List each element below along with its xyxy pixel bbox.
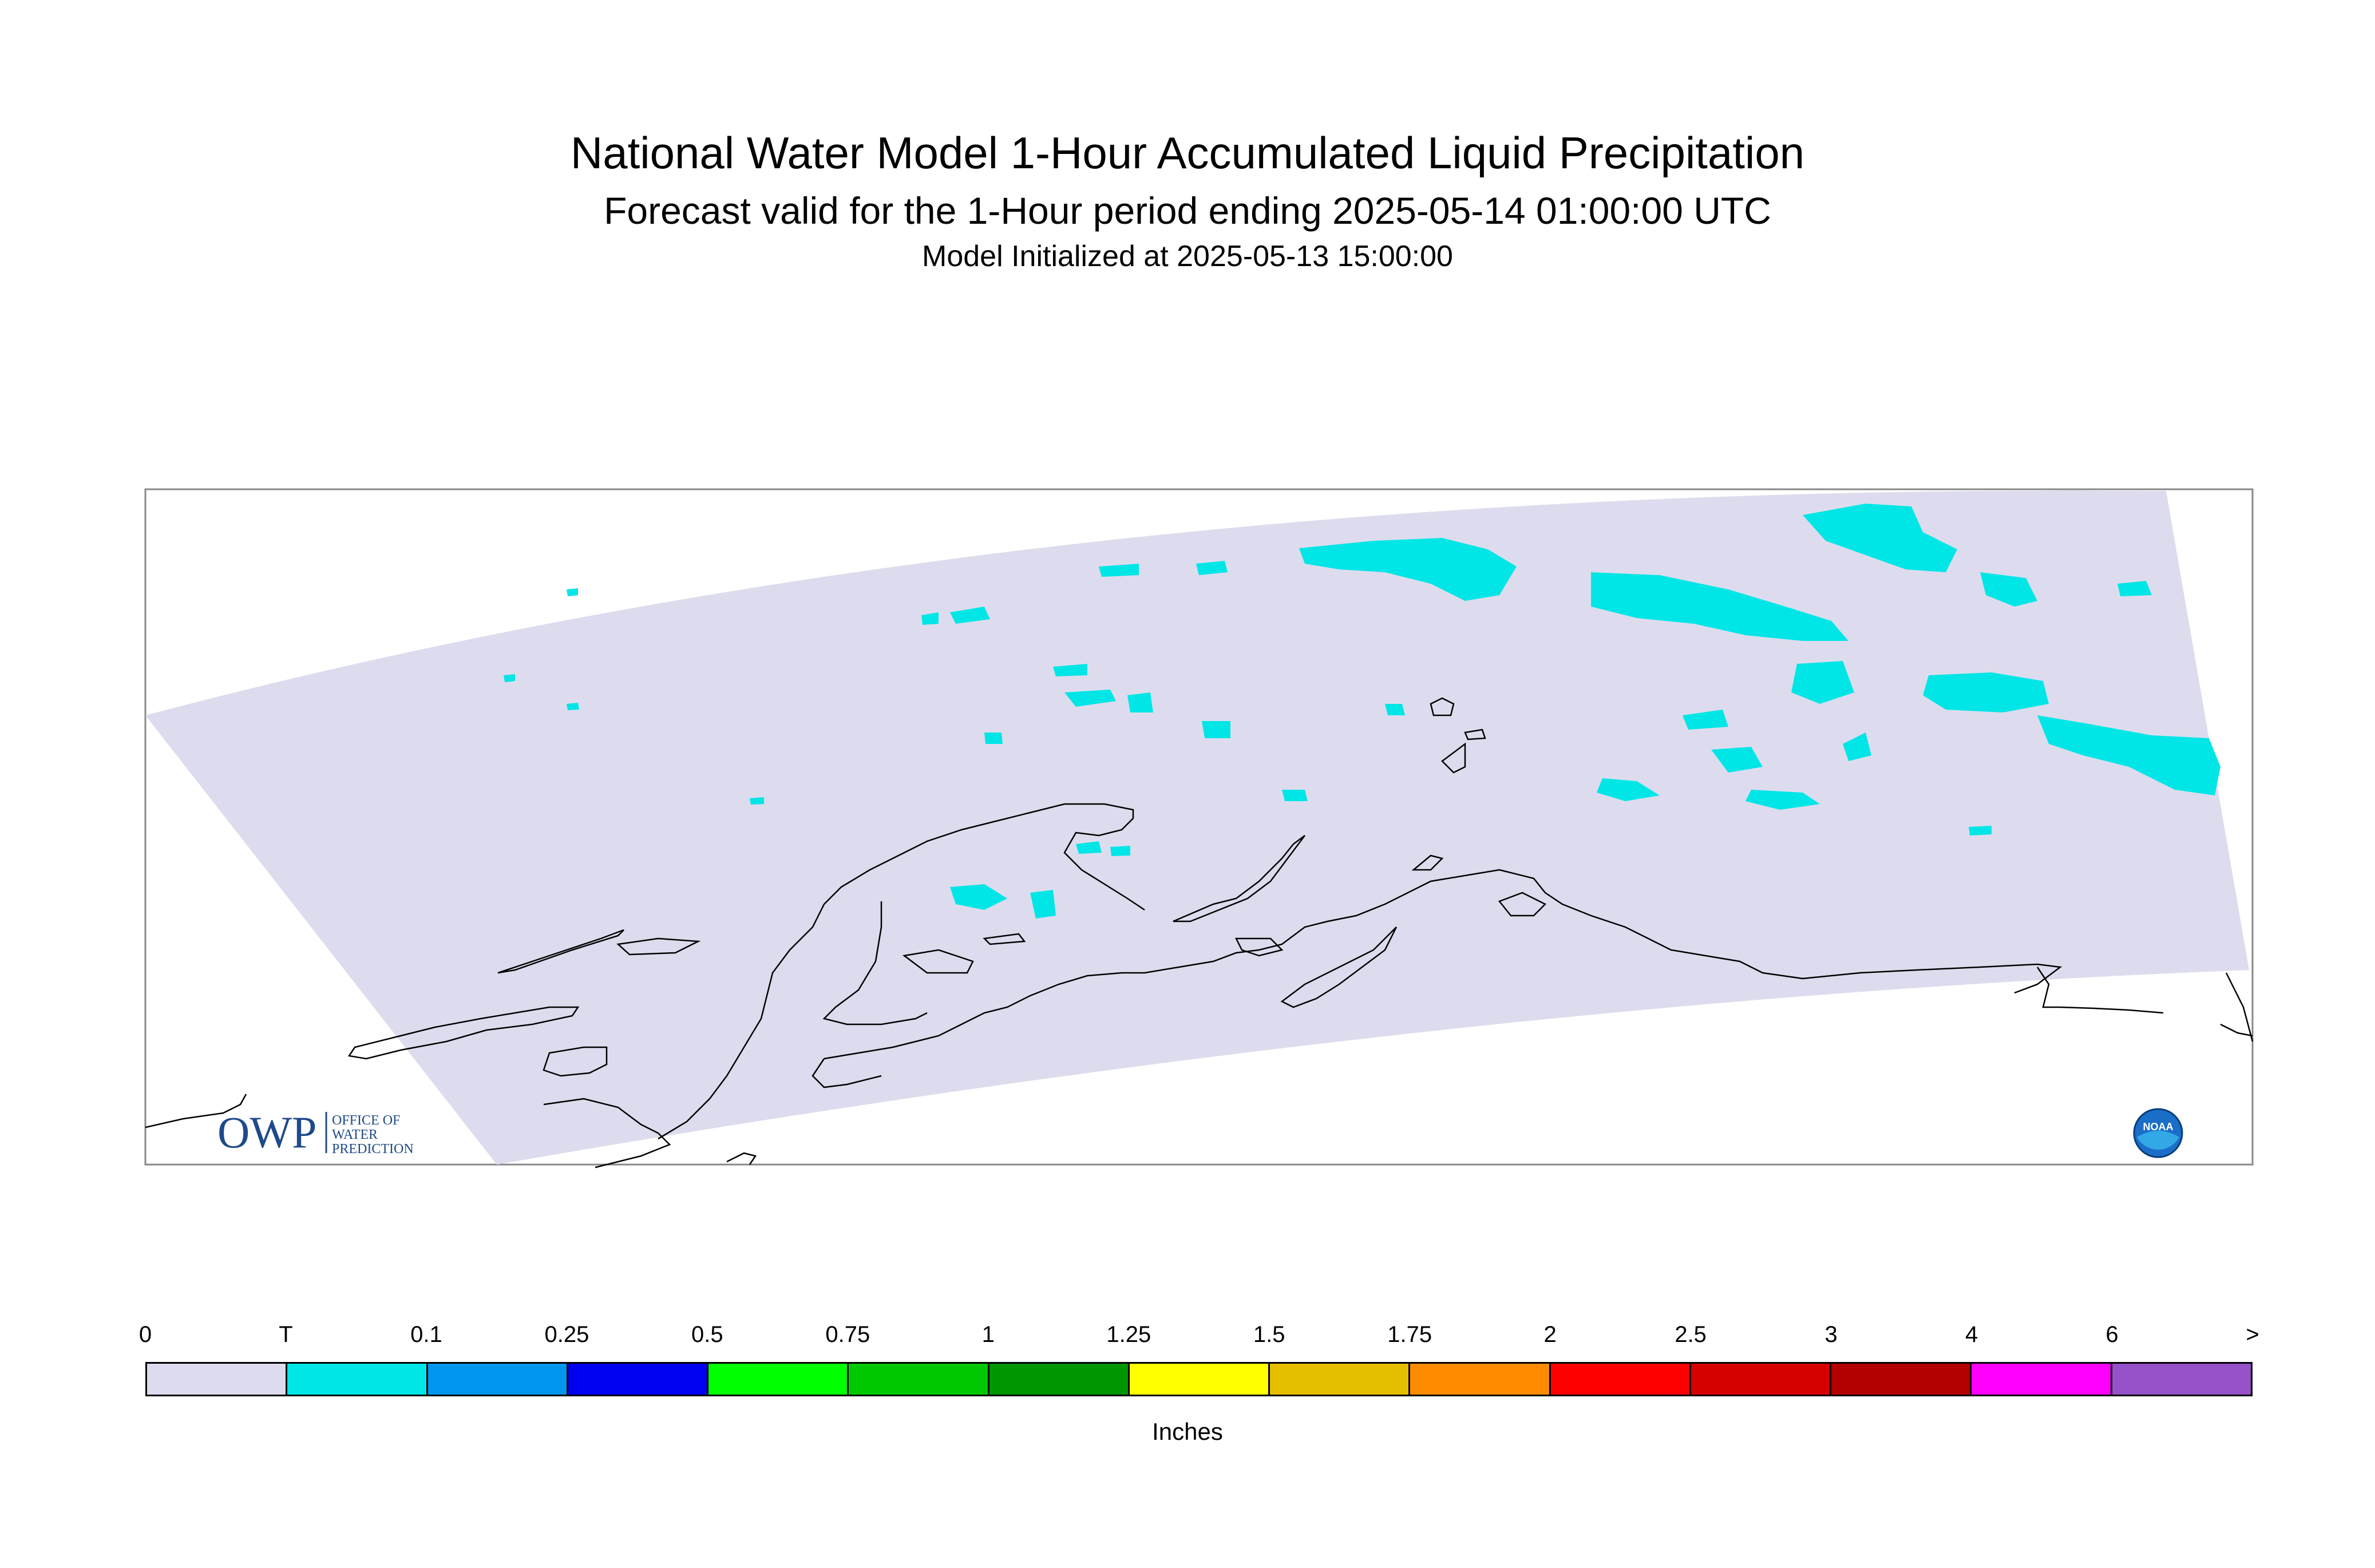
model-domain xyxy=(145,490,2249,1165)
colorbar-label: 1.25 xyxy=(1106,1322,1151,1347)
colorbar-segment xyxy=(849,1364,989,1395)
colorbar-segment xyxy=(2112,1364,2251,1395)
colorbar-segment xyxy=(1410,1364,1551,1395)
colorbar-segment xyxy=(1691,1364,1832,1395)
noaa-logo: NOAA xyxy=(2133,1108,2183,1158)
owp-logo-line3: PREDICTION xyxy=(332,1142,414,1157)
colorbar-label: > xyxy=(2246,1322,2259,1347)
colorbar-segment xyxy=(708,1364,849,1395)
map-title: National Water Model 1-Hour Accumulated … xyxy=(570,128,1805,178)
model-init-text: Model Initialized at 2025-05-13 15:00:00 xyxy=(922,240,1453,273)
colorbar-label: 1.5 xyxy=(1253,1322,1285,1347)
colorbar-segment xyxy=(147,1364,288,1395)
colorbar xyxy=(145,1362,2253,1396)
colorbar-label: 1.75 xyxy=(1387,1322,1432,1347)
colorbar-label: 3 xyxy=(1824,1322,1838,1347)
colorbar-label: T xyxy=(279,1322,293,1347)
owp-logo-main: OWP xyxy=(217,1107,316,1157)
colorbar-segment xyxy=(989,1364,1130,1395)
map-subtitle: Forecast valid for the 1-Hour period end… xyxy=(604,189,1771,232)
coastlines xyxy=(145,697,2254,1169)
noaa-logo-text: NOAA xyxy=(2143,1121,2174,1133)
owp-logo: OWP OFFICE OF WATER PREDICTION xyxy=(217,1107,414,1157)
precip-patches xyxy=(504,504,2220,918)
colorbar-label: 0.25 xyxy=(544,1322,589,1347)
colorbar-segment xyxy=(1129,1364,1270,1395)
colorbar-segment xyxy=(1972,1364,2112,1395)
colorbar-label: 0.5 xyxy=(691,1322,723,1347)
colorbar-segment xyxy=(568,1364,709,1395)
colorbar-label: 2.5 xyxy=(1675,1322,1707,1347)
colorbar-label: 6 xyxy=(2105,1322,2119,1347)
owp-logo-line1: OFFICE OF xyxy=(332,1113,400,1128)
colorbar-segment xyxy=(428,1364,568,1395)
owp-logo-line2: WATER xyxy=(332,1127,378,1142)
colorbar-label: 0 xyxy=(138,1322,152,1347)
colorbar-label: 2 xyxy=(1543,1322,1557,1347)
colorbar-label: 0.1 xyxy=(410,1322,442,1347)
colorbar-label: 1 xyxy=(981,1322,995,1347)
colorbar-label: 0.75 xyxy=(825,1322,870,1347)
colorbar-segment xyxy=(1550,1364,1691,1395)
colorbar-segment xyxy=(1270,1364,1411,1395)
colorbar-units: Inches xyxy=(1152,1418,1223,1445)
colorbar-segment xyxy=(1831,1364,1972,1395)
colorbar-label: 4 xyxy=(1965,1322,1978,1347)
colorbar-segment xyxy=(287,1364,428,1395)
